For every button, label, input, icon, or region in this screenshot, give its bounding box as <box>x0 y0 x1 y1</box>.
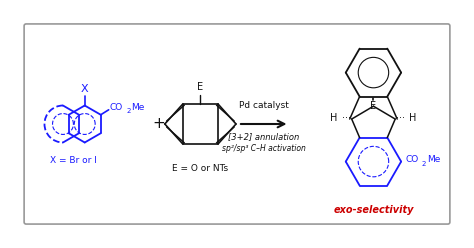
Text: CO: CO <box>109 103 123 112</box>
Text: Pd catalyst: Pd catalyst <box>239 101 289 110</box>
Text: X = Br or I: X = Br or I <box>50 156 97 165</box>
Text: H: H <box>409 113 417 123</box>
Text: E = O or NTs: E = O or NTs <box>173 164 228 173</box>
Text: H: H <box>330 113 338 123</box>
Text: 2: 2 <box>127 108 131 114</box>
Text: E: E <box>370 101 376 111</box>
Text: Me: Me <box>427 155 440 164</box>
Text: 2: 2 <box>422 160 426 167</box>
Text: ···: ··· <box>396 113 405 123</box>
Text: E: E <box>197 82 203 92</box>
Text: ···: ··· <box>342 113 351 123</box>
Text: X: X <box>81 84 89 94</box>
FancyBboxPatch shape <box>24 24 450 224</box>
Text: CO: CO <box>405 155 419 164</box>
Text: exo-selectivity: exo-selectivity <box>333 205 414 215</box>
Text: +: + <box>153 117 165 131</box>
Text: [3+2] annulation: [3+2] annulation <box>228 132 299 141</box>
Text: sp²/sp³ C–H activation: sp²/sp³ C–H activation <box>222 144 306 153</box>
Text: Me: Me <box>131 103 145 112</box>
